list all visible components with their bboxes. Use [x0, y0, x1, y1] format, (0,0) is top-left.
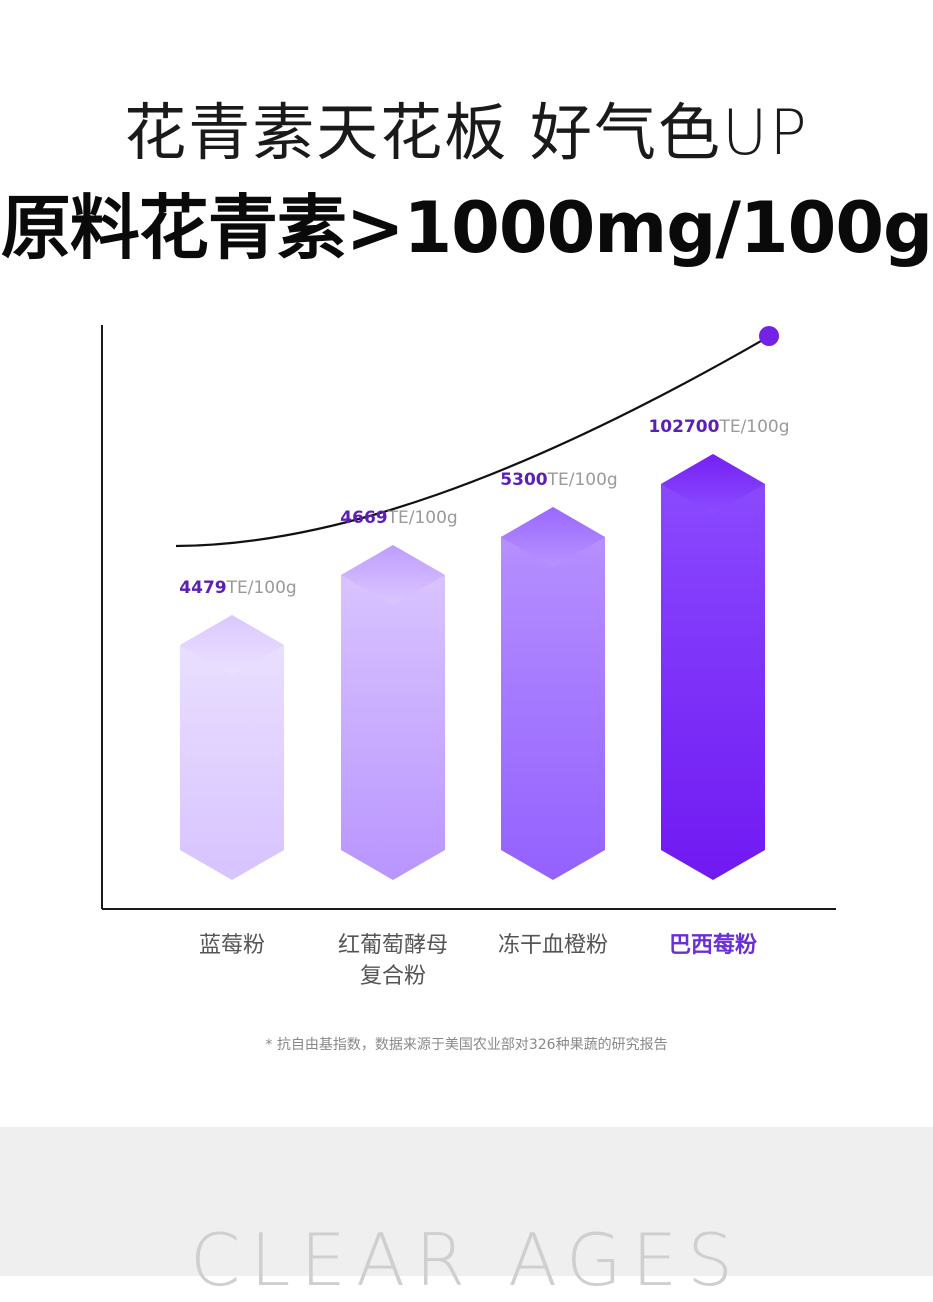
bar-cap-0: [180, 615, 284, 675]
category-label-1-1: 复合粉: [360, 964, 426, 989]
brand-watermark: CLEAR AGES: [189, 1218, 744, 1302]
footer-band: [0, 1127, 933, 1276]
footnote: * 抗自由基指数，数据来源于美国农业部对326种果蔬的研究报告: [265, 1037, 668, 1053]
trend-curve: [175, 336, 769, 548]
category-label-0-0: 蓝莓粉: [199, 933, 265, 958]
category-label-3-0: 巴西莓粉: [669, 932, 757, 958]
category-label-2-0: 冻干血橙粉: [498, 933, 608, 958]
bar-cap-2: [501, 507, 605, 567]
bar-0: [180, 615, 284, 880]
bar-2: [501, 507, 605, 880]
headline-title: 花青素天花板 好气色UP: [124, 96, 809, 169]
bar-cap-3: [661, 454, 765, 514]
bar-1: [341, 545, 445, 880]
bar-3: [661, 454, 765, 880]
value-label-2: 5300TE/100g: [500, 470, 617, 490]
bar-cap-1: [341, 545, 445, 605]
value-label-0: 4479TE/100g: [179, 578, 296, 598]
category-label-1-0: 红葡萄酵母: [338, 933, 448, 958]
trend-end-dot: [759, 326, 779, 346]
headline-claim: 原料花青素>1000mg/100g: [0, 187, 933, 269]
value-label-1: 4669TE/100g: [340, 508, 457, 528]
value-label-3: 102700TE/100g: [648, 417, 789, 437]
